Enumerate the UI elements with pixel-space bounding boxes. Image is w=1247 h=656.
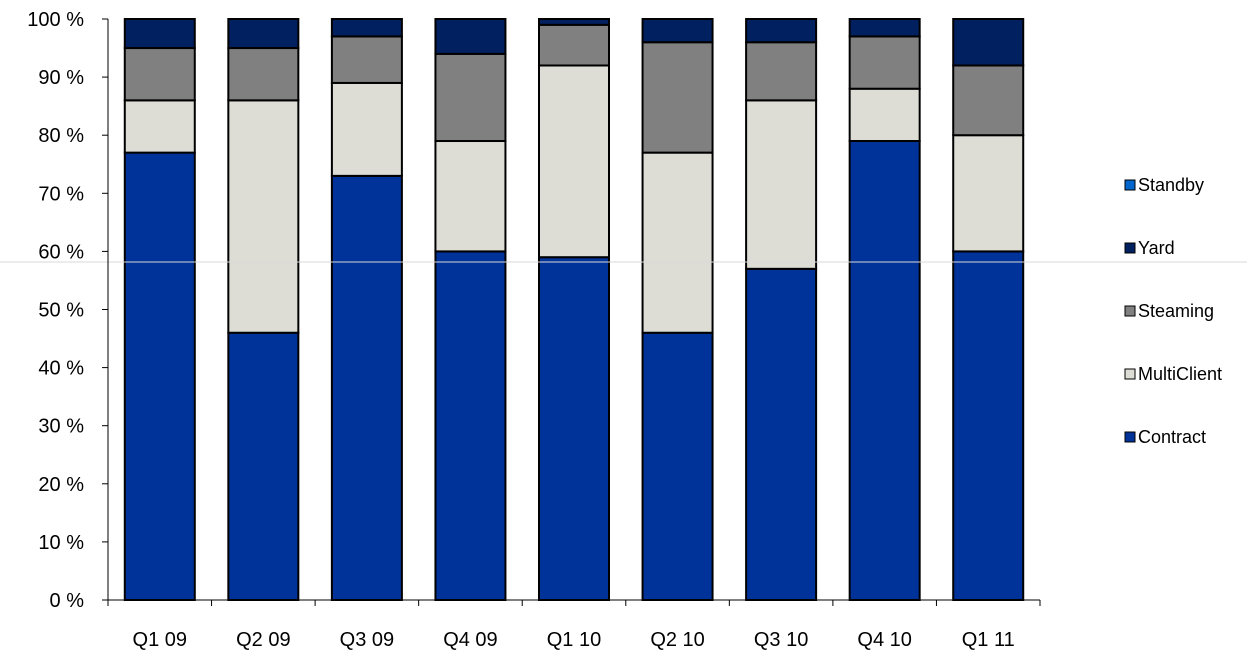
bar-stack-q2-10 xyxy=(641,18,714,601)
legend-label: MultiClient xyxy=(1138,364,1222,384)
x-tick-label: Q2 10 xyxy=(650,629,704,651)
legend-item-yard: Yard xyxy=(1124,238,1175,258)
legend-swatch xyxy=(1124,368,1136,380)
x-tick-label: Q2 09 xyxy=(236,629,290,651)
bar-yard-q2-09 xyxy=(227,18,300,50)
y-tick-label: 60 % xyxy=(38,241,84,263)
bar-contract-q3-10 xyxy=(745,267,818,601)
bar-steaming-q2-09 xyxy=(227,47,300,102)
bar-multiclient-q1-11 xyxy=(952,134,1025,253)
bar-contract-q3-09 xyxy=(330,174,403,601)
bar-contract-q4-09 xyxy=(434,250,507,601)
y-tick-label: 30 % xyxy=(38,416,84,438)
bar-steaming-q2-10 xyxy=(641,41,714,154)
legend-label: Standby xyxy=(1138,175,1204,195)
bar-steaming-q4-09 xyxy=(434,52,507,143)
bar-steaming-q1-09 xyxy=(123,47,196,102)
bar-yard-q1-09 xyxy=(123,18,196,50)
x-tick-label: Q3 09 xyxy=(340,629,394,651)
legend-label: Yard xyxy=(1138,238,1175,258)
bar-multiclient-q2-10 xyxy=(641,151,714,334)
y-tick-label: 50 % xyxy=(38,300,84,322)
legend-item-contract: Contract xyxy=(1124,427,1206,447)
bar-steaming-q3-10 xyxy=(745,41,818,102)
bar-yard-q4-10 xyxy=(848,18,921,38)
bar-stack-q4-10 xyxy=(848,18,921,601)
bar-yard-q1-10 xyxy=(538,18,610,26)
bar-steaming-q3-09 xyxy=(330,35,403,84)
legend-item-multiclient: MultiClient xyxy=(1124,364,1222,384)
x-tick-label: Q3 10 xyxy=(754,629,808,651)
y-tick-label: 90 % xyxy=(38,67,84,89)
bar-contract-q4-10 xyxy=(848,140,921,601)
y-tick-label: 20 % xyxy=(38,474,84,496)
bar-multiclient-q4-10 xyxy=(848,87,921,143)
legend-item-steaming: Steaming xyxy=(1124,301,1214,321)
legend-swatch xyxy=(1124,242,1136,254)
legend-swatch xyxy=(1124,431,1136,443)
bar-stack-q3-09 xyxy=(330,18,403,601)
y-tick-label: 0 % xyxy=(50,590,85,612)
bar-stack-q1-11 xyxy=(952,18,1025,601)
bar-yard-q3-10 xyxy=(745,18,818,44)
bar-contract-q1-11 xyxy=(952,250,1025,601)
x-tick-label: Q1 09 xyxy=(133,629,187,651)
x-tick-labels: Q1 09 Q2 09 Q3 09 Q4 09 Q1 10 Q2 10 Q3 10 Q4 10… xyxy=(133,629,1015,651)
bar-multiclient-q1-09 xyxy=(123,99,196,154)
legend: Standby Yard Steaming MultiClient Contract xyxy=(1124,175,1222,447)
bar-stack-q3-10 xyxy=(745,18,818,601)
legend-label: Steaming xyxy=(1138,301,1214,321)
bar-multiclient-q3-09 xyxy=(330,81,403,177)
y-tick-labels: 0 % 10 % 20 % 30 % 40 % 50 % 60 % 70 % 80 % 90 % 1… xyxy=(27,9,84,612)
bar-yard-q2-10 xyxy=(641,18,714,44)
legend-label: Contract xyxy=(1138,427,1206,447)
bar-steaming-q1-10 xyxy=(538,23,610,67)
x-tick-label: Q4 10 xyxy=(857,629,911,651)
bars-layer xyxy=(123,18,1025,601)
x-tick-label: Q1 10 xyxy=(547,629,601,651)
bar-stack-q1-09 xyxy=(123,18,196,601)
bar-contract-q2-09 xyxy=(227,331,300,601)
bar-steaming-q4-10 xyxy=(848,35,921,90)
bar-contract-q1-10 xyxy=(538,256,610,601)
y-tick-label: 100 % xyxy=(27,9,84,31)
bar-yard-q3-09 xyxy=(330,18,403,38)
legend-swatch xyxy=(1124,305,1136,317)
legend-item-standby: Standby xyxy=(1124,175,1204,195)
legend-swatch xyxy=(1124,179,1136,191)
y-tick-label: 80 % xyxy=(38,125,84,147)
bar-multiclient-q4-09 xyxy=(434,140,507,253)
bar-yard-q1-11 xyxy=(952,18,1025,67)
bar-multiclient-q1-10 xyxy=(538,64,610,259)
bar-multiclient-q3-10 xyxy=(745,99,818,270)
bar-contract-q1-09 xyxy=(123,151,196,601)
x-tick-label: Q4 09 xyxy=(443,629,497,651)
y-tick-label: 10 % xyxy=(38,532,84,554)
bar-stack-q4-09 xyxy=(434,18,507,601)
bar-contract-q2-10 xyxy=(641,331,714,601)
bar-multiclient-q2-09 xyxy=(227,99,300,334)
bar-stack-q2-09 xyxy=(227,18,300,601)
y-tick-label: 40 % xyxy=(38,358,84,380)
axes-layer xyxy=(0,18,1247,606)
x-tick-label: Q1 11 xyxy=(962,629,1015,651)
y-tick-label: 70 % xyxy=(38,183,84,205)
bar-steaming-q1-11 xyxy=(952,64,1025,137)
bar-yard-q4-09 xyxy=(434,18,507,55)
bar-stack-q1-10 xyxy=(538,18,610,601)
